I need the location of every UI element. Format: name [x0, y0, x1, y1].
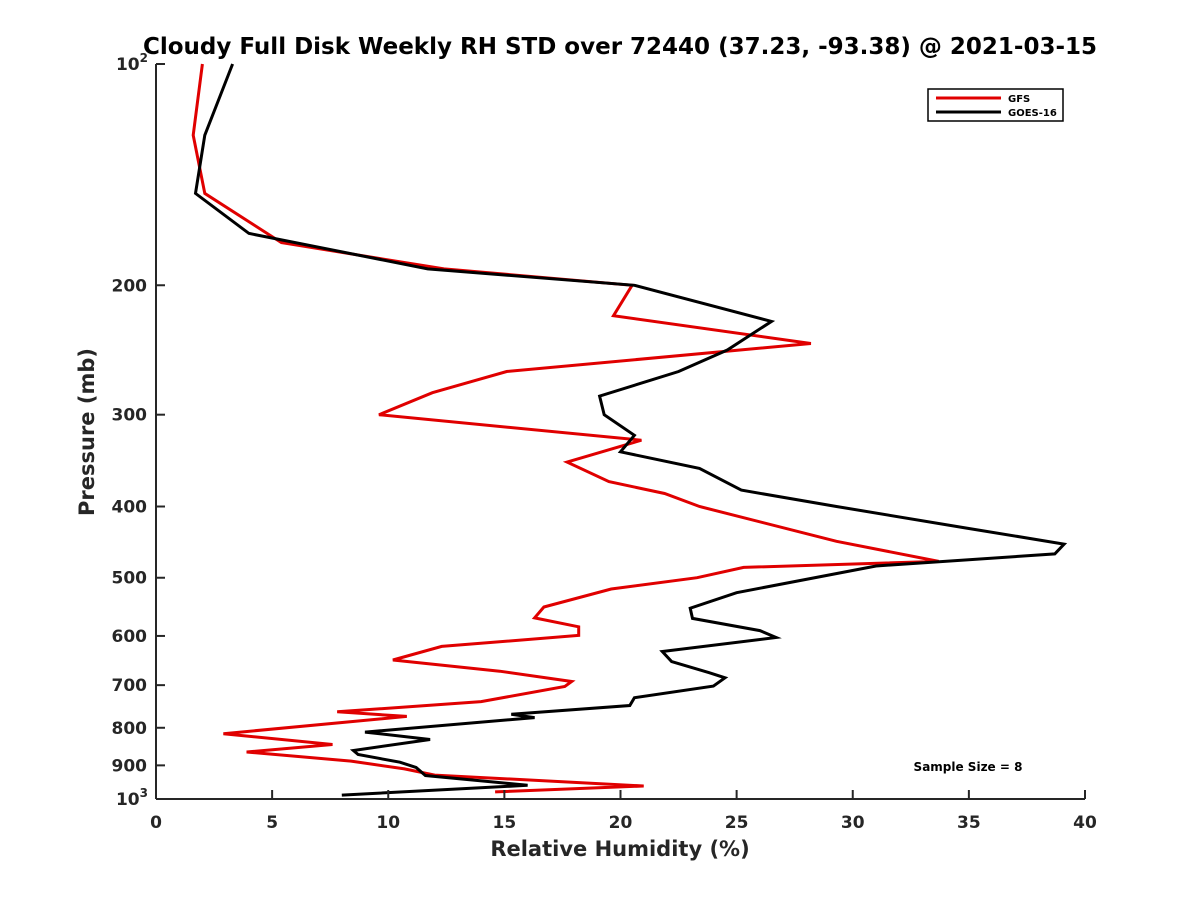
x-tick-label: 35	[957, 813, 981, 833]
chart-title: Cloudy Full Disk Weekly RH STD over 7244…	[143, 34, 1097, 60]
series-line-gfs	[191, 63, 939, 794]
x-tick-label: 40	[1073, 813, 1097, 833]
y-tick-label: 600	[112, 627, 148, 647]
legend-label: GFS	[1008, 94, 1030, 105]
y-tick-label: 900	[112, 756, 148, 776]
y-tick-label: 102	[116, 51, 148, 75]
y-tick-label: 200	[112, 276, 148, 296]
y-tick-label: 300	[112, 406, 148, 426]
legend	[927, 88, 1064, 122]
x-tick-label: 25	[725, 813, 749, 833]
y-axis-label: Pressure (mb)	[75, 348, 99, 516]
series-line-goes-16	[193, 63, 1068, 797]
x-axis-label: Relative Humidity (%)	[490, 837, 749, 861]
x-tick-label: 5	[266, 813, 278, 833]
y-tick-label: 800	[112, 719, 148, 739]
legend-label: GOES-16	[1008, 108, 1057, 119]
y-tick-label: 700	[112, 676, 148, 696]
plot-area: 0 5 10 15 20 25 30 35 40 102 200 300 400 500 600 700 800…	[112, 51, 1097, 833]
x-tick-label: 15	[493, 813, 517, 833]
y-tick-label: 103	[116, 786, 148, 810]
x-tick-label: 0	[150, 813, 162, 833]
y-tick-label: 400	[112, 498, 148, 518]
y-tick-label: 500	[112, 569, 148, 589]
x-tick-label: 30	[841, 813, 865, 833]
sample-size-annotation: Sample Size = 8	[914, 760, 1023, 774]
x-tick-label: 20	[609, 813, 633, 833]
x-tick-label: 10	[376, 813, 400, 833]
